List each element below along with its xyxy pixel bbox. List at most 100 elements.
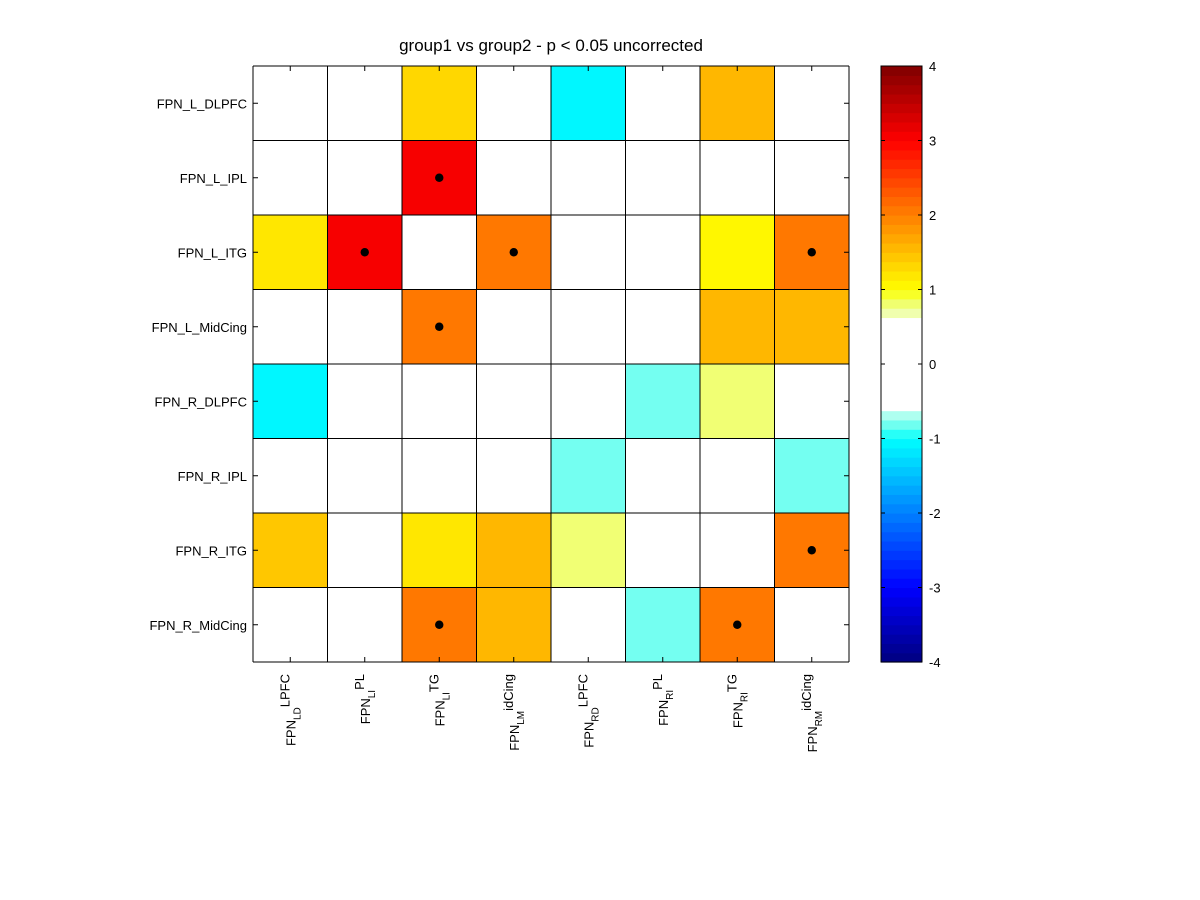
svg-text:FPNRIPL: FPNRIPL: [650, 674, 676, 726]
colorbar-segment: [881, 112, 922, 123]
colorbar-segment: [881, 233, 922, 244]
colorbar-segment: [881, 503, 922, 514]
significance-dot: [807, 546, 816, 555]
colorbar-segment: [881, 531, 922, 542]
colorbar-segment: [881, 308, 922, 319]
colorbar-segment: [881, 252, 922, 263]
grid-lines: [252, 65, 850, 663]
heatmap-cell: [551, 140, 626, 216]
colorbar-segment: [881, 215, 922, 225]
column-label: FPNLMidCing: [501, 674, 527, 751]
heatmap-cell: [774, 66, 850, 141]
svg-text:FPNLMidCing: FPNLMidCing: [501, 674, 527, 751]
significance-dot: [509, 248, 518, 257]
significance-dot: [360, 248, 369, 257]
row-label: FPN_R_DLPFC: [155, 394, 247, 409]
heatmap-cell: [476, 587, 552, 663]
heatmap-cell: [551, 587, 626, 663]
heatmap-cell: [700, 66, 775, 141]
significance-dot: [733, 620, 742, 629]
colorbar-segment: [881, 270, 922, 281]
column-label: FPNLDLPFC: [277, 674, 303, 746]
column-label: FPNRMidCing: [799, 674, 825, 752]
colorbar-segment: [881, 373, 922, 384]
colorbar-tick-label: -1: [929, 432, 941, 447]
colorbar-segment: [881, 131, 922, 142]
colorbar-segment: [881, 540, 922, 551]
colorbar-segment: [881, 149, 922, 160]
significance-dot: [435, 173, 444, 182]
heatmap-cell: [551, 364, 626, 439]
heatmap-cell: [253, 364, 328, 439]
row-labels: FPN_L_DLPFC FPN_L_IPL FPN_L_ITG FPN_L_MidCi…: [149, 96, 247, 633]
heatmap-cell: [551, 215, 626, 290]
heatmap-cell: [327, 66, 403, 141]
colorbar-segment: [881, 391, 922, 402]
heatmap-cell: [402, 66, 477, 141]
colorbar-segment: [881, 336, 922, 346]
colorbar-segment: [881, 121, 922, 132]
heatmap-cell: [253, 513, 328, 588]
heatmap-cell: [551, 438, 626, 514]
heatmap-cell: [476, 438, 552, 514]
heatmap-cell: [625, 140, 701, 216]
colorbar-segment: [881, 382, 922, 393]
row-label: FPN_R_MidCing: [149, 618, 247, 633]
heatmap-cell: [402, 438, 477, 514]
colorbar-segment: [881, 447, 922, 458]
colorbar-segment: [881, 364, 922, 374]
row-label: FPN_L_DLPFC: [157, 96, 247, 111]
column-label: FPNLITG: [426, 674, 452, 726]
colorbar-segment: [881, 429, 922, 440]
colorbar-segment: [881, 187, 922, 197]
colorbar-segment: [881, 177, 922, 188]
svg-text:FPNRITG: FPNRITG: [724, 674, 750, 728]
heatmap-cell: [402, 513, 477, 588]
heatmap-cell: [625, 587, 701, 663]
heatmap-cell: [774, 289, 850, 365]
heatmap-cell: [625, 289, 701, 365]
colorbar-segment: [881, 587, 922, 598]
colorbar-segment: [881, 438, 922, 449]
colorbar-segment: [881, 522, 922, 533]
svg-text:FPNLDLPFC: FPNLDLPFC: [277, 674, 303, 746]
heatmap-cell: [476, 140, 552, 216]
colorbar-segment: [881, 634, 922, 644]
heatmap-cell: [625, 215, 701, 290]
heatmap-cell: [774, 140, 850, 216]
colorbar-segment: [881, 280, 922, 291]
heatmap-cell: [700, 364, 775, 439]
heatmap-cell: [327, 289, 403, 365]
heatmap-cell: [625, 513, 701, 588]
colorbar-segment: [881, 568, 922, 579]
heatmap-cell: [625, 66, 701, 141]
colorbar-tick-label: -2: [929, 506, 941, 521]
colorbar-segment: [881, 401, 922, 412]
colorbar-segment: [881, 196, 922, 207]
heatmap-cell: [476, 364, 552, 439]
heatmap-cell: [774, 587, 850, 663]
colorbar-segment: [881, 159, 922, 170]
colorbar-tick-label: 4: [929, 59, 936, 74]
heatmap-cell: [476, 66, 552, 141]
heatmap-cell: [774, 438, 850, 514]
colorbar-segment: [881, 298, 922, 309]
colorbar-tick-label: 3: [929, 134, 936, 149]
heatmap-cell: [327, 364, 403, 439]
colorbar-tick-label: 0: [929, 357, 936, 372]
colorbar-tick-label: -4: [929, 655, 941, 670]
colorbar-segment: [881, 596, 922, 607]
svg-text:FPNLITG: FPNLITG: [426, 674, 452, 726]
heatmap-cell: [551, 66, 626, 141]
heatmap-cell: [700, 438, 775, 514]
colorbar-segment: [881, 578, 922, 589]
colorbar-segment: [881, 103, 922, 114]
heatmap-cell: [253, 438, 328, 514]
column-label: FPNRDLPFC: [575, 674, 601, 748]
heatmap-cell: [253, 215, 328, 290]
colorbar-segment: [881, 289, 922, 300]
svg-text:FPNLIPL: FPNLIPL: [352, 674, 378, 724]
column-label: FPNRITG: [724, 674, 750, 728]
column-label: FPNRIPL: [650, 674, 676, 726]
